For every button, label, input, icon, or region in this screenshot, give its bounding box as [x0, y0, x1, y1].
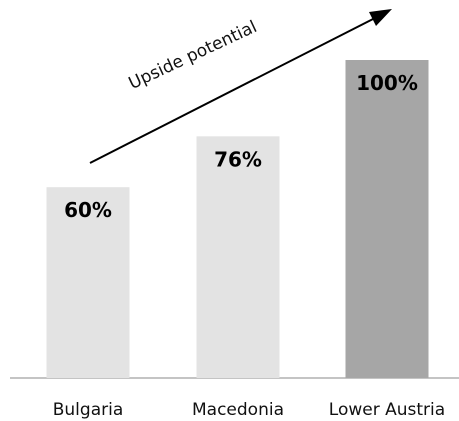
upside-arrow	[89, 17, 376, 164]
category-label-bulgaria: Bulgaria	[53, 400, 124, 420]
value-label-macedonia: 76%	[214, 147, 262, 171]
bar-lower-austria	[345, 60, 429, 378]
upside-annotation: Upside potential	[126, 17, 261, 94]
category-label-macedonia: Macedonia	[192, 400, 284, 420]
value-label-lower-austria: 100%	[356, 71, 418, 95]
upside-arrow-head	[369, 9, 392, 26]
value-label-bulgaria: 60%	[64, 198, 112, 222]
bar-bulgaria	[46, 187, 130, 378]
category-label-lower-austria: Lower Austria	[329, 400, 445, 420]
bar-macedonia	[196, 136, 280, 378]
